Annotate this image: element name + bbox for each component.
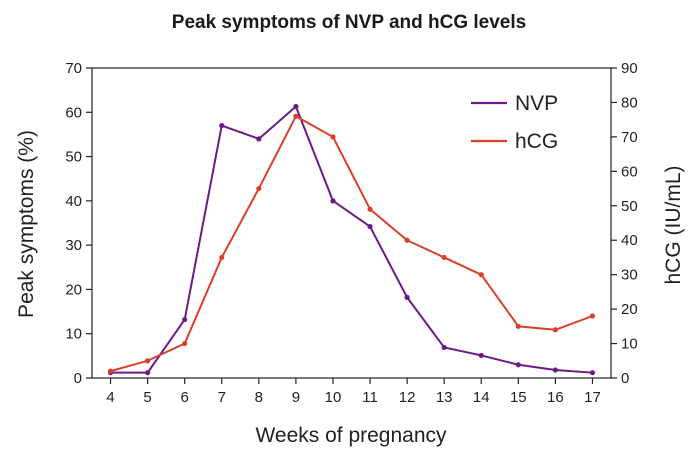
data-point-hcg <box>182 340 188 347</box>
x-tick-label: 13 <box>436 389 453 406</box>
data-point-hcg <box>478 272 484 278</box>
series-line-nvp <box>110 105 593 374</box>
data-point-hcg <box>107 368 114 374</box>
y-tick-label: 70 <box>65 60 82 77</box>
data-point-hcg <box>293 113 299 119</box>
y2-tick-label: 40 <box>621 232 638 249</box>
data-point-hcg <box>330 134 336 140</box>
y2-tick-label: 10 <box>621 336 638 353</box>
y2-tick-label: 80 <box>621 94 638 111</box>
data-point-hcg <box>589 313 596 319</box>
y2-tick-label: 20 <box>621 301 638 318</box>
data-point-hcg <box>145 358 151 364</box>
y-tick-label: 60 <box>65 104 82 121</box>
y-tick-label: 0 <box>74 370 82 387</box>
x-tick-label: 14 <box>473 389 490 406</box>
y2-tick-label: 90 <box>621 60 638 77</box>
data-point-nvp <box>404 294 410 300</box>
data-point-nvp <box>441 344 447 351</box>
y-tick-label: 10 <box>65 326 82 343</box>
data-point-hcg <box>515 323 521 329</box>
data-point-nvp <box>145 370 151 376</box>
data-point-nvp <box>256 136 262 142</box>
data-point-nvp <box>552 367 558 373</box>
data-point-nvp <box>219 122 225 129</box>
legend-label-nvp: NVP <box>515 92 558 115</box>
x-tick-label: 12 <box>399 389 416 406</box>
y2-tick-label: 50 <box>621 198 638 215</box>
y-axis-label-right: hCG (IU/mL) <box>662 165 685 284</box>
x-axis: 4 5 6 7 8 9 10 11 12 13 14 15 16 17 <box>106 378 601 406</box>
y-tick-label: 30 <box>65 237 82 254</box>
y-tick-label: 40 <box>65 193 82 210</box>
x-tick-label: 17 <box>584 389 601 406</box>
y-axis-left: 0 10 20 30 40 50 60 70 <box>65 60 92 387</box>
y-tick-label: 20 <box>65 281 82 298</box>
data-point-nvp <box>515 362 521 368</box>
data-point-nvp <box>182 316 188 323</box>
data-point-hcg <box>552 327 558 333</box>
y-axis-label-left: Peak symptoms (%) <box>15 130 38 318</box>
data-point-nvp <box>293 103 299 110</box>
data-point-nvp <box>330 198 336 204</box>
x-axis-label: Weeks of pregnancy <box>255 424 447 447</box>
x-tick-label: 16 <box>547 389 564 406</box>
x-tick-label: 7 <box>218 389 226 406</box>
x-tick-label: 15 <box>510 389 527 406</box>
x-tick-label: 9 <box>292 389 300 406</box>
x-tick-label: 5 <box>143 389 151 406</box>
data-point-hcg <box>404 237 410 243</box>
plot-frame <box>91 67 612 379</box>
x-tick-label: 6 <box>181 389 189 406</box>
chart-title: Peak symptoms of NVP and hCG levels <box>172 12 526 33</box>
data-point-hcg <box>256 185 262 192</box>
y2-tick-label: 30 <box>621 267 638 284</box>
y2-tick-label: 0 <box>621 370 629 387</box>
x-tick-label: 11 <box>362 389 378 406</box>
y2-tick-label: 70 <box>621 129 638 146</box>
y-tick-label: 50 <box>65 149 82 166</box>
data-point-hcg <box>441 254 447 261</box>
legend: NVP hCG <box>471 92 558 153</box>
data-point-hcg <box>219 254 225 261</box>
data-point-nvp <box>589 370 596 376</box>
data-point-nvp <box>478 352 484 359</box>
data-point-hcg <box>367 206 373 212</box>
x-tick-label: 8 <box>255 389 263 406</box>
legend-label-hcg: hCG <box>515 130 558 153</box>
y2-tick-label: 60 <box>621 163 638 180</box>
y-axis-right: 0 10 20 30 40 50 60 70 80 90 <box>611 60 638 387</box>
series-layer <box>107 103 596 376</box>
data-point-nvp <box>367 223 373 230</box>
x-tick-label: 10 <box>325 389 342 406</box>
x-tick-label: 4 <box>106 389 114 406</box>
series-line-hcg <box>110 115 593 373</box>
